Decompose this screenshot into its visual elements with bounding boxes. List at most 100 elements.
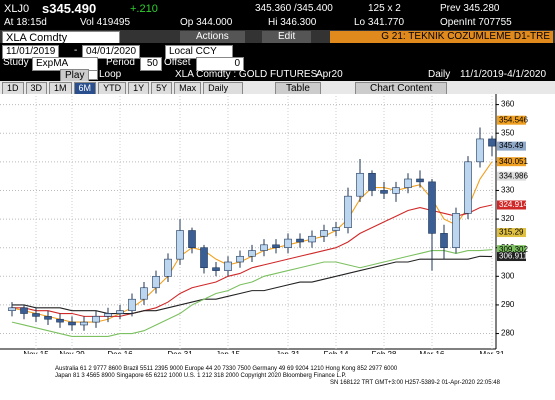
period-label: Period (106, 57, 135, 68)
candle-body (332, 227, 340, 231)
chart-title: XLA Comdty : GOLD FUTURES (175, 69, 318, 80)
y-tick-label: 350 (501, 128, 515, 137)
candle-body (56, 318, 64, 323)
candle-body (464, 161, 472, 214)
candle-body (284, 238, 292, 248)
y-tick-label: 290 (501, 300, 515, 309)
candle-body (296, 238, 304, 243)
y-tick-label: 360 (501, 100, 515, 109)
candle-body (104, 313, 112, 317)
price-marker (497, 115, 526, 125)
price-marker (497, 245, 526, 255)
frequency: Daily (428, 69, 451, 80)
offset-input[interactable]: 0 (196, 57, 244, 71)
high: Hi 346.300 (268, 17, 317, 28)
loop-label: Loop (99, 69, 122, 80)
x-tick-label: Feb 28 (372, 350, 397, 354)
x-tick-label: Jan 15 (216, 350, 241, 354)
candle-body (308, 235, 316, 243)
candle-body (212, 267, 220, 271)
candle-body (356, 172, 364, 197)
price-marker (497, 157, 526, 167)
x-tick-label: Nov 15 (23, 350, 49, 354)
volume: Vol 419495 (80, 17, 131, 28)
moving-average-line (12, 255, 493, 315)
candle-body (92, 316, 100, 323)
start-date[interactable]: 11/01/2019 (2, 45, 60, 59)
price-marker (497, 171, 526, 181)
price-marker-label: 345.49 (499, 141, 524, 150)
candle-body (380, 190, 388, 194)
candle-body (20, 307, 28, 314)
y-tick-label: 280 (501, 329, 515, 338)
page-title: G 21: TEKNIK COZUMLEME D1-TRE (330, 31, 553, 43)
candle-body (164, 258, 172, 277)
y-tick-label: 330 (501, 186, 515, 195)
price-marker-label: 354.546 (499, 115, 528, 124)
candle-body (236, 255, 244, 263)
time: At 18:15d (4, 17, 47, 28)
candle-body (452, 213, 460, 248)
x-tick-label: Nov 29 (59, 350, 85, 354)
candle-body (392, 187, 400, 194)
footer: Australia 61 2 9777 8600 Brazil 5511 239… (0, 354, 555, 400)
price-marker (497, 200, 526, 210)
bid-ask: 345.360 /345.400 (255, 3, 333, 14)
candle-body (80, 321, 88, 326)
candle-body (260, 244, 268, 251)
footer-line: SN 168122 TRT GMT+3:00 H257-5389-2 01-Ap… (330, 380, 500, 386)
x-tick-label: Mar 16 (420, 350, 445, 354)
footer-line: Japan 81 3 4565 8900 Singapore 65 6212 1… (55, 373, 347, 379)
open: Op 344.000 (180, 17, 233, 28)
candle-body (224, 261, 232, 271)
x-tick-label: Mar 31 (480, 350, 505, 354)
price-marker (497, 252, 526, 262)
actions-menu[interactable]: Actions (180, 31, 245, 43)
candle-body (488, 138, 496, 147)
period-input[interactable]: 50 (140, 57, 162, 71)
candle-body (188, 230, 196, 248)
change: +.210 (130, 3, 158, 15)
end-date[interactable]: 04/01/2020 (82, 45, 141, 59)
study-label: Study (3, 57, 29, 68)
price-marker-label: 340.051 (499, 157, 528, 166)
candle-body (476, 138, 484, 163)
candle-body (428, 181, 436, 234)
candle-body (68, 321, 76, 326)
candle-body (440, 233, 448, 248)
date-span: 11/1/2019-4/1/2020 (460, 69, 547, 80)
edit-menu[interactable]: Edit (262, 31, 312, 43)
candle-body (44, 316, 52, 320)
footer-line: Australia 61 2 9777 8600 Brazil 5511 239… (55, 366, 398, 372)
open-interest: OpenInt 707755 (440, 17, 512, 28)
candle-body (344, 195, 352, 228)
x-tick-label: Dec 16 (107, 350, 133, 354)
candle-body (368, 172, 376, 191)
low: Lo 341.770 (354, 17, 405, 28)
candle-body (404, 178, 412, 188)
candle-body (272, 244, 280, 248)
candle-body (176, 230, 184, 260)
last-price: s345.490 (42, 1, 97, 16)
size: 125 x 2 (368, 3, 401, 14)
price-marker-label: 334.986 (499, 171, 528, 180)
price-marker-label: 324.914 (499, 200, 528, 209)
candle-body (32, 313, 40, 317)
prev: Prev 345.280 (440, 3, 500, 14)
date-separator: - (74, 45, 78, 56)
candle-body (320, 230, 328, 237)
contract: Apr20 (316, 69, 343, 80)
x-tick-label: Feb 14 (324, 350, 349, 354)
candle-body (416, 178, 424, 183)
candle-body (116, 310, 124, 314)
offset-label: Offset (164, 57, 191, 68)
candle-body (8, 307, 16, 311)
candle-body (248, 250, 256, 257)
y-tick-label: 320 (501, 214, 515, 223)
price-marker-label: 315.29 (499, 228, 524, 237)
y-tick-label: 300 (501, 271, 515, 280)
loop-checkbox[interactable] (88, 70, 98, 80)
ticker: XLJ0 (4, 3, 30, 15)
moving-average-line (11, 249, 493, 337)
moving-average-line (12, 204, 493, 317)
